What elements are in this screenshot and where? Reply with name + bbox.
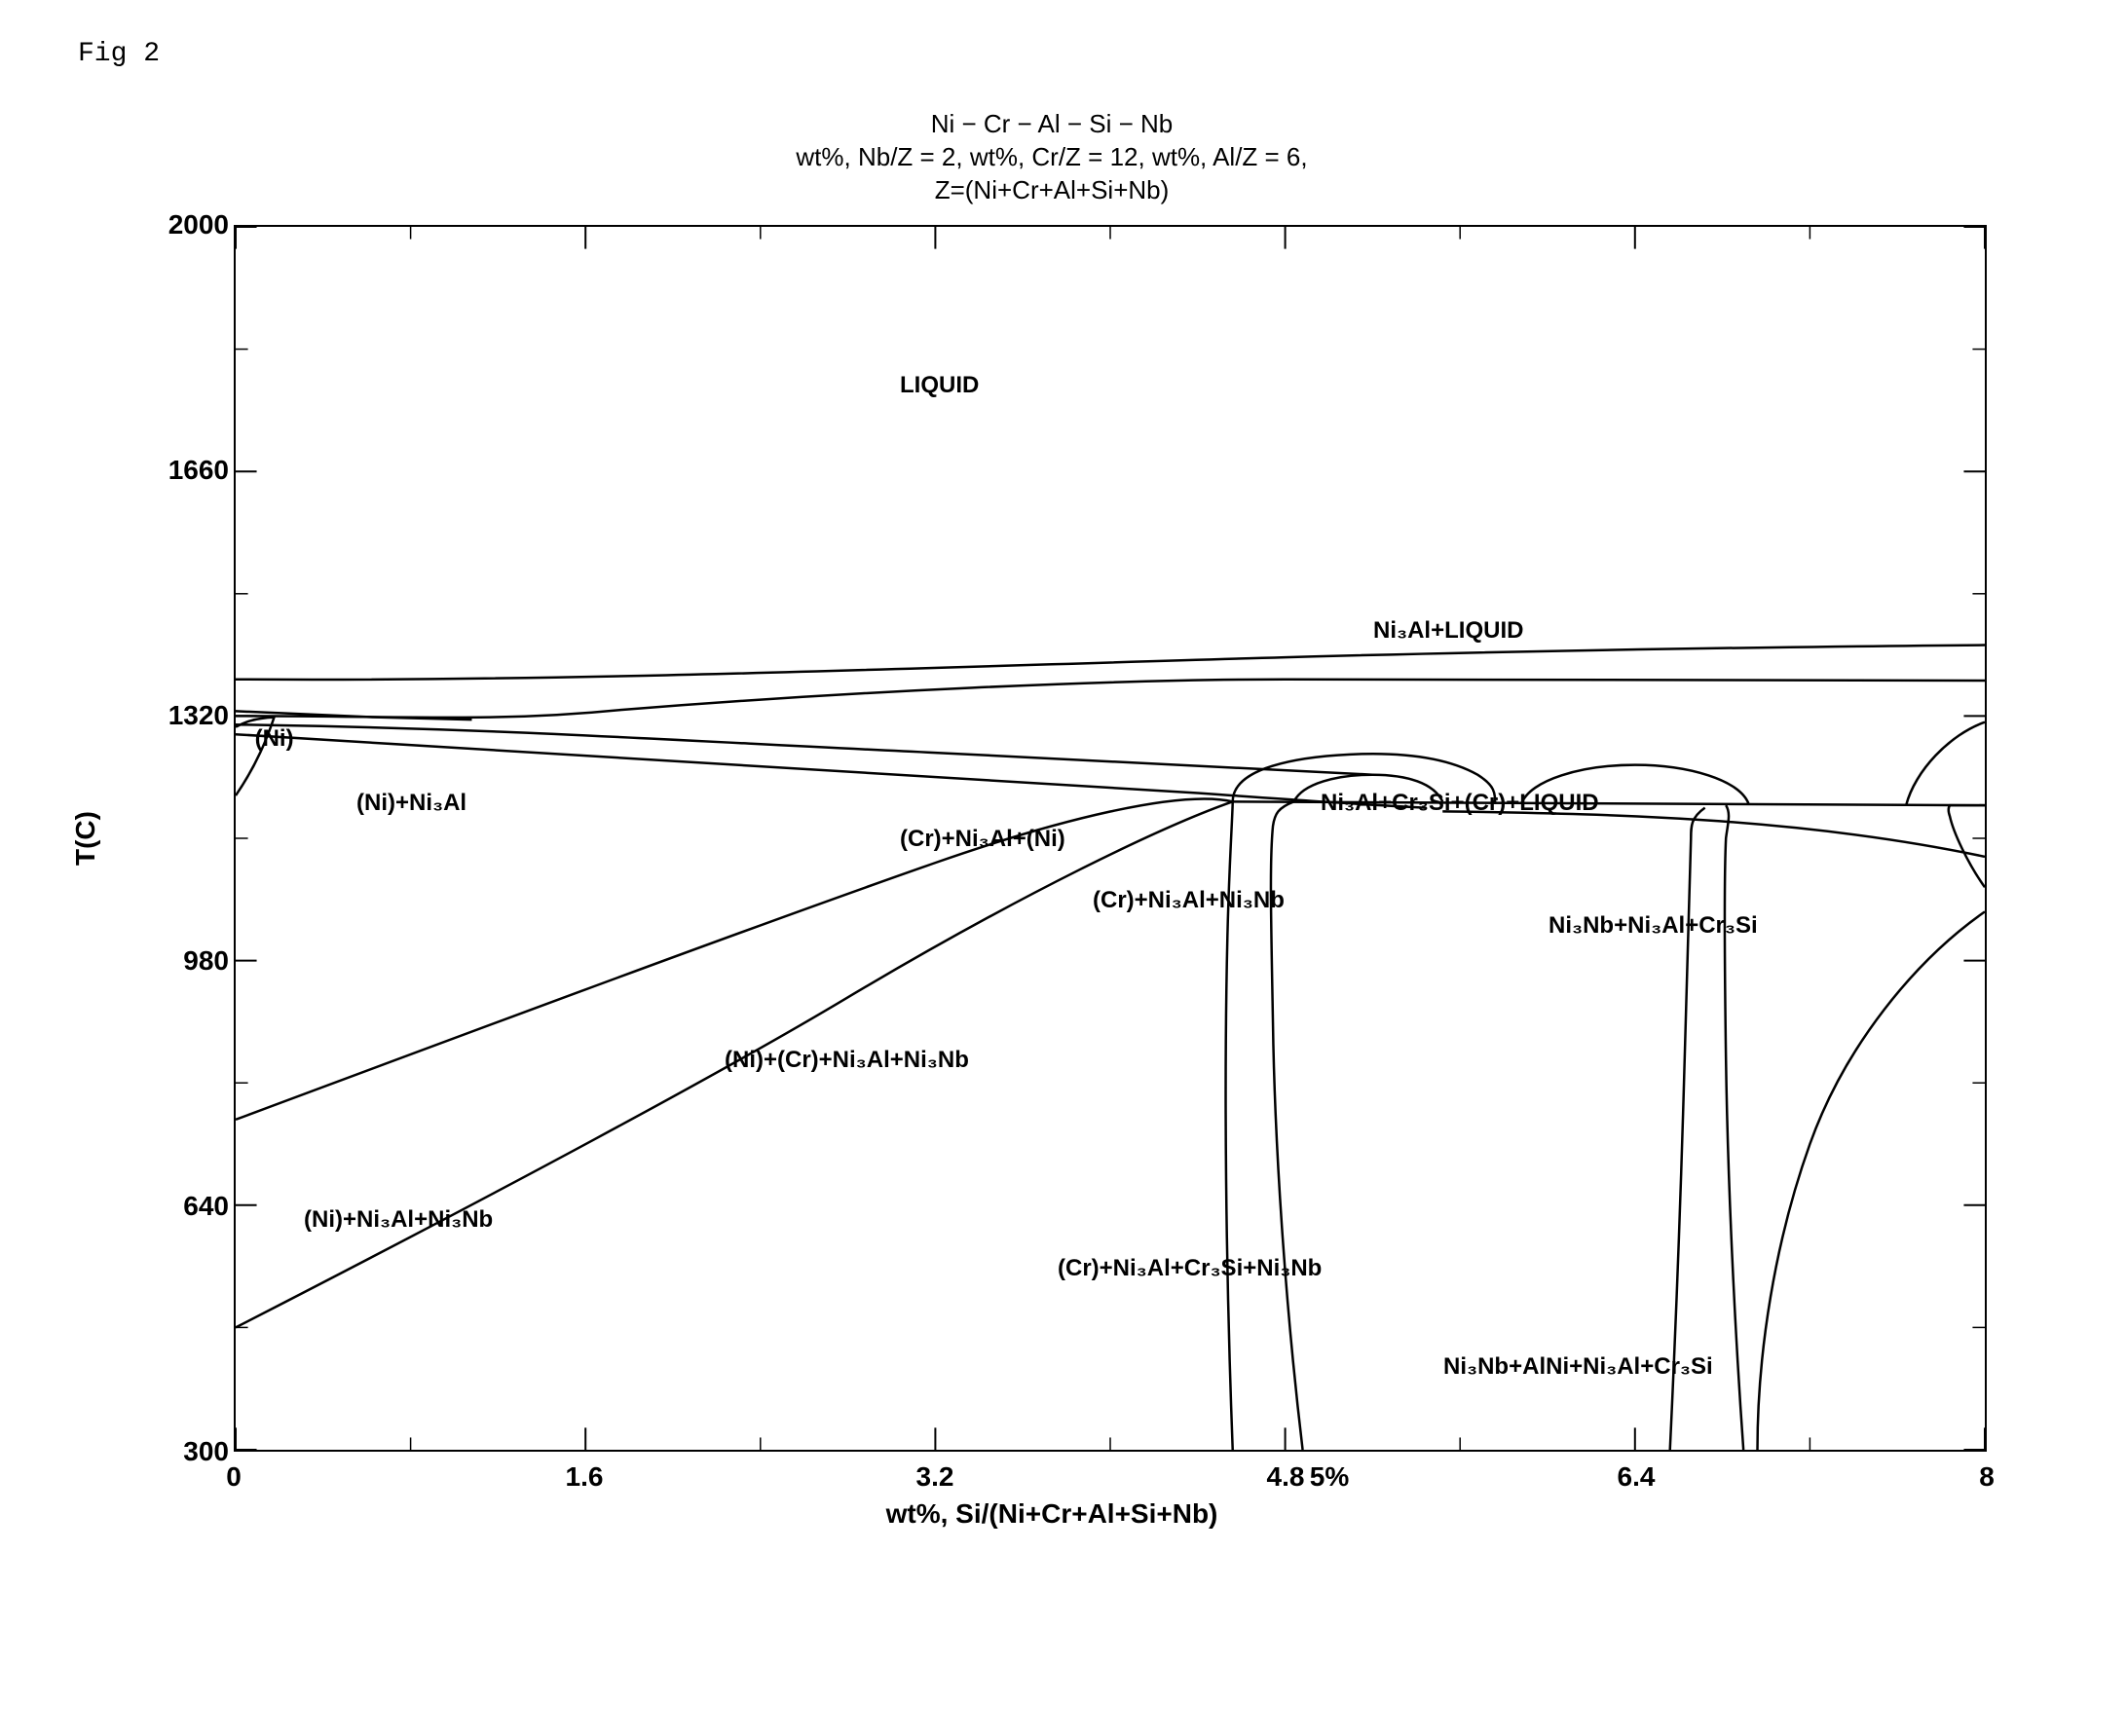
phase-boundary-right-far-curve (1906, 722, 1985, 805)
phase-boundary-right-upper-bulge-inner (1294, 775, 1443, 802)
phase-boundary-vert-near-5pct-left (1226, 801, 1233, 1450)
phase-boundary-ni-region-bubble (236, 718, 275, 795)
phase-boundary-liquidus-lower (236, 680, 1985, 718)
y-tick-label: 1660 (168, 455, 229, 486)
phase-boundary-vert-near-5pct-right (1271, 801, 1303, 1450)
x-tick-label: 4.8 (1267, 1461, 1305, 1493)
phase-diagram-chart: Ni − Cr − Al − Si − Nb wt%, Nb/Z = 2, wt… (78, 108, 2026, 1569)
y-tick-labels: 300640980132016602000 (146, 225, 229, 1452)
y-axis-label: T(C) (70, 811, 101, 866)
phase-boundary-right-region-hump (1521, 765, 1748, 804)
x-annotation-5pct: 5% (1310, 1461, 1349, 1493)
phase-boundary-mid-band-2 (236, 734, 1425, 807)
plot-svg (234, 225, 1987, 1452)
x-tick-label: 6.4 (1618, 1461, 1656, 1493)
x-axis-label: wt%, Si/(Ni+Cr+Al+Si+Nb) (886, 1498, 1218, 1530)
title-line-2: wt%, Nb/Z = 2, wt%, Cr/Z = 12, wt%, Al/Z… (78, 141, 2026, 174)
title-line-3: Z=(Ni+Cr+Al+Si+Nb) (78, 174, 2026, 207)
y-tick-label: 2000 (168, 209, 229, 240)
x-tick-label: 3.2 (916, 1461, 954, 1493)
phase-boundary-right-far-curve-2 (1949, 805, 1985, 887)
phase-boundary-right-upper-bulge-top (1233, 754, 1495, 804)
x-tick-label: 1.6 (566, 1461, 604, 1493)
phase-boundary-vert-right-mid (1670, 808, 1705, 1450)
axis-ticks (236, 227, 1985, 1450)
phase-boundary-vert-right-mid-2 (1725, 805, 1743, 1450)
phase-boundaries (236, 646, 1985, 1450)
figure-label: Fig 2 (78, 39, 2088, 69)
phase-boundary-upper-mid-band-top (236, 724, 1372, 774)
phase-boundary-cr-si-lower-boundary (1442, 811, 1985, 856)
y-tick-label: 980 (183, 945, 229, 977)
phase-boundary-big-right-arc (1758, 911, 1985, 1450)
y-tick-label: 1320 (168, 700, 229, 731)
phase-boundary-liquidus-top (236, 646, 1985, 680)
title-line-1: Ni − Cr − Al − Si − Nb (78, 108, 2026, 141)
x-tick-labels: 01.63.24.86.485% (234, 1461, 1987, 1496)
y-tick-label: 300 (183, 1436, 229, 1467)
phase-boundary-diag-lower-left-1 (236, 799, 1233, 1120)
chart-title: Ni − Cr − Al − Si − Nb wt%, Nb/Z = 2, wt… (78, 108, 2026, 206)
plot-area: LIQUIDNi₃Al+LIQUID(Ni)(Ni)+Ni₃AlNi₃Al+Cr… (234, 225, 1987, 1452)
y-tick-label: 640 (183, 1191, 229, 1222)
x-tick-label: 0 (226, 1461, 242, 1493)
x-tick-label: 8 (1979, 1461, 1995, 1493)
